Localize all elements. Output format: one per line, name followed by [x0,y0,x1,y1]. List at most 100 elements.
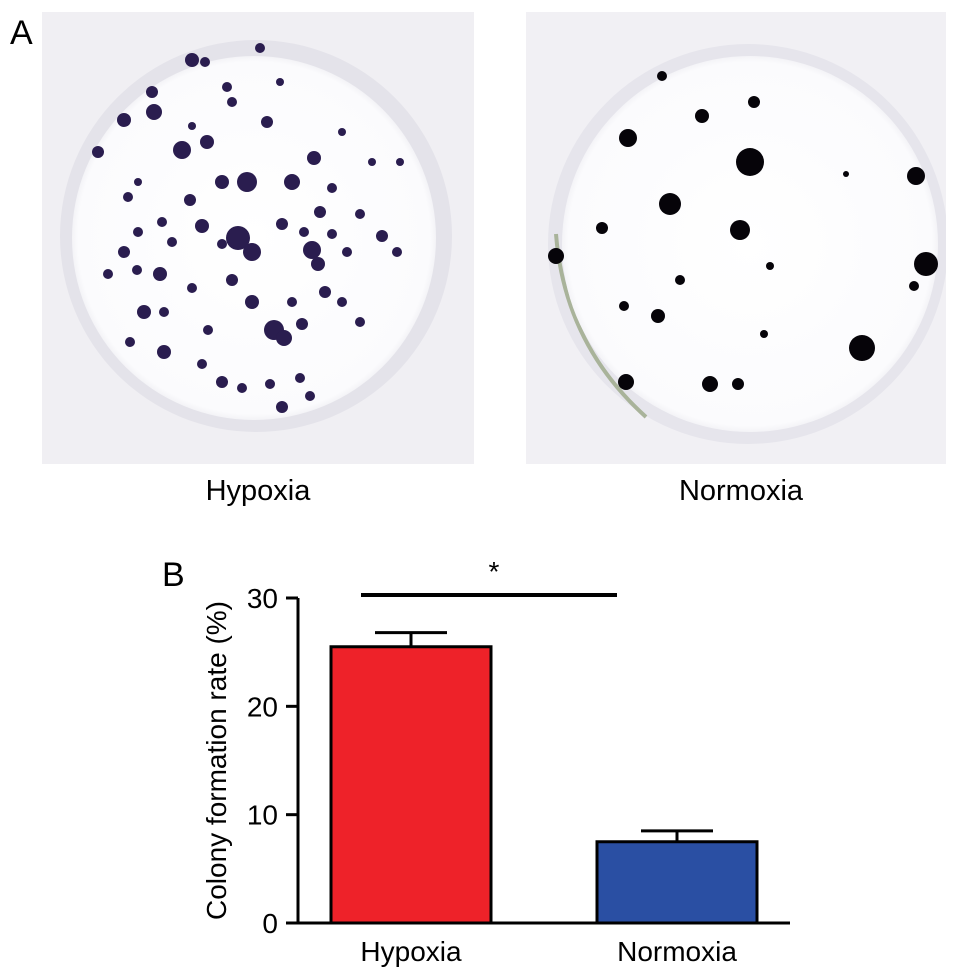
colony-dot [255,43,265,53]
colony-dot [305,391,315,401]
y-tick-label: 30 [247,583,278,614]
colony-dot [618,374,634,390]
colony-dot [261,116,273,128]
colony-dot [675,275,685,285]
colonies-hypoxia [92,43,404,413]
colony-dot [167,237,177,247]
colony-dot [319,286,331,298]
colony-dot [197,359,207,369]
colony-dot [276,218,288,230]
colony-dot [237,172,257,192]
colony-dot [243,243,261,261]
colony-dot [766,262,774,270]
significance-marker: * [489,556,500,587]
x-tick-label: Hypoxia [360,936,462,967]
colony-dot [265,379,275,389]
colony-dot [295,373,305,383]
colony-dot [619,301,629,311]
x-tick-label: Normoxia [617,936,737,967]
y-tick-label: 10 [247,800,278,831]
colony-dot [245,295,259,309]
colony-dot [311,257,325,271]
colony-dot [548,248,564,264]
colony-dot [153,267,167,281]
colony-dot [327,229,337,239]
colony-dot [732,378,744,390]
colony-dot [222,82,232,92]
plate-hypoxia-drawing [42,12,474,464]
bar-hypoxia [329,645,493,925]
dish-interior [562,56,938,432]
plate-image-hypoxia [42,12,474,464]
colony-dot [133,227,143,237]
colony-dot [659,193,681,215]
dish-interior [72,56,436,420]
colony-dot [103,269,113,279]
colony-dot [92,146,104,158]
colony-dot [276,78,284,86]
colony-dot [157,217,167,227]
colony-dot [695,109,709,123]
colony-dot [392,247,402,257]
colony-dot [157,345,171,359]
colony-dot [651,309,665,323]
colonies-normoxia [548,71,938,392]
colony-dot [185,53,199,67]
colony-dot [296,318,308,330]
colony-dot [118,246,130,258]
colony-dot [276,401,288,413]
colony-dot [849,335,875,361]
colony-dot [736,148,764,176]
colony-dot [159,307,169,317]
colony-dot [132,265,142,275]
plate-image-normoxia [526,12,946,464]
colony-formation-bar-chart: 0 10 20 30 Colony formation rate (%) Hypoxia N… [201,556,790,967]
colony-dot [188,122,196,130]
colony-dot [284,174,300,190]
panel-b-letter: B [162,556,185,594]
colony-dot [314,206,326,218]
colony-dot [117,113,131,127]
colony-dot [657,71,667,81]
colony-dot [702,376,718,392]
colony-dot [215,175,229,189]
colony-dot [914,252,938,276]
colony-dot [287,297,297,307]
colony-dot [396,158,404,166]
colony-dot [909,281,919,291]
y-tick-label: 20 [247,691,278,722]
colony-dot [226,226,250,250]
colony-dot [173,141,191,159]
plate-normoxia-drawing [526,12,946,464]
colony-dot [342,247,352,257]
colony-dot [337,297,347,307]
colony-dot [146,104,162,120]
colony-dot [907,167,925,185]
colony-dot [843,171,849,177]
colony-dot [760,330,768,338]
plate-label-normoxia: Normoxia [678,475,804,507]
colony-dot [146,86,158,98]
colony-dot [730,220,750,240]
colony-dot [338,128,346,136]
colony-dot [200,57,210,67]
colony-dot [307,151,321,165]
plate-label-hypoxia: Hypoxia [205,475,311,507]
colony-dot [184,194,196,206]
colony-dot [237,383,247,393]
colony-dot [217,239,227,249]
colony-dot [596,222,608,234]
colony-dot [226,274,238,286]
colony-dot [376,230,388,242]
colony-dot [125,337,135,347]
y-tick-label: 0 [262,908,278,939]
y-axis-title: Colony formation rate (%) [201,601,232,920]
colony-dot [134,178,142,186]
colony-dot [368,158,376,166]
colony-dot [187,283,197,293]
colony-dot [195,219,209,233]
colony-dot [299,227,309,237]
colony-dot [276,330,292,346]
colony-dot [216,376,228,388]
colony-dot [327,183,337,193]
